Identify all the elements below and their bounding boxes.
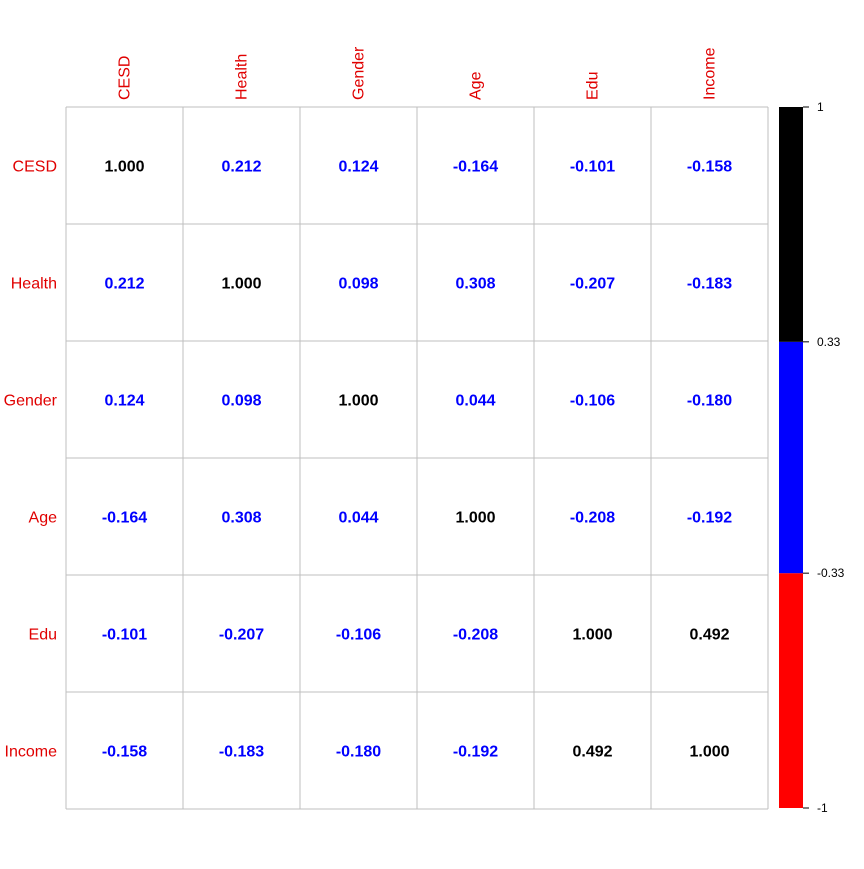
cell-value: -0.158 bbox=[687, 159, 732, 176]
cell-value: -0.164 bbox=[453, 159, 498, 176]
row-label: Gender bbox=[4, 393, 58, 410]
colorbar-segment bbox=[779, 573, 803, 808]
colorbar-tick-label: -1 bbox=[817, 801, 828, 815]
cell-value: 1.000 bbox=[572, 627, 612, 644]
cell-value: -0.183 bbox=[219, 744, 264, 761]
cell-value: 0.492 bbox=[572, 744, 612, 761]
column-label: Age bbox=[468, 71, 485, 100]
row-label: Edu bbox=[29, 627, 57, 644]
cell-value: 0.098 bbox=[338, 276, 378, 293]
cell-value: -0.164 bbox=[102, 510, 147, 527]
cell-value: -0.101 bbox=[570, 159, 615, 176]
cell-value: 0.124 bbox=[104, 393, 144, 410]
cell-value: -0.158 bbox=[102, 744, 147, 761]
column-label: Income bbox=[702, 47, 719, 100]
cell-value: -0.207 bbox=[219, 627, 264, 644]
row-label: Health bbox=[11, 276, 57, 293]
colorbar-segment bbox=[779, 107, 803, 342]
cell-value: 1.000 bbox=[338, 393, 378, 410]
cell-value: 0.124 bbox=[338, 159, 378, 176]
cell-value: 0.212 bbox=[104, 276, 144, 293]
cell-value: 0.308 bbox=[455, 276, 495, 293]
colorbar-tick-label: 1 bbox=[817, 100, 824, 114]
cell-value: 0.044 bbox=[338, 510, 378, 527]
row-label: Income bbox=[5, 744, 58, 761]
cell-value: -0.180 bbox=[687, 393, 732, 410]
column-label: Edu bbox=[585, 72, 602, 100]
cell-value: -0.101 bbox=[102, 627, 147, 644]
cell-value: 0.308 bbox=[221, 510, 261, 527]
cell-value: 1.000 bbox=[221, 276, 261, 293]
row-label: CESD bbox=[13, 159, 57, 176]
cell-value: -0.192 bbox=[687, 510, 732, 527]
cell-value: -0.207 bbox=[570, 276, 615, 293]
cell-value: 1.000 bbox=[689, 744, 729, 761]
column-label: Gender bbox=[351, 46, 368, 100]
colorbar-tick-label: 0.33 bbox=[817, 335, 841, 349]
column-label: Health bbox=[234, 54, 251, 100]
row-label: Age bbox=[29, 510, 58, 527]
cell-value: 1.000 bbox=[104, 159, 144, 176]
cell-value: 0.492 bbox=[689, 627, 729, 644]
colorbar-segment bbox=[779, 341, 803, 574]
cell-value: 0.212 bbox=[221, 159, 261, 176]
colorbar-tick-label: -0.33 bbox=[817, 566, 845, 580]
cell-value: 0.044 bbox=[455, 393, 495, 410]
cell-value: -0.192 bbox=[453, 744, 498, 761]
cell-value: -0.208 bbox=[453, 627, 498, 644]
cell-value: -0.180 bbox=[336, 744, 381, 761]
cell-value: 1.000 bbox=[455, 510, 495, 527]
cell-value: -0.106 bbox=[570, 393, 615, 410]
cell-value: 0.098 bbox=[221, 393, 261, 410]
cell-value: -0.208 bbox=[570, 510, 615, 527]
cell-value: -0.183 bbox=[687, 276, 732, 293]
column-label: CESD bbox=[117, 56, 134, 100]
cell-value: -0.106 bbox=[336, 627, 381, 644]
